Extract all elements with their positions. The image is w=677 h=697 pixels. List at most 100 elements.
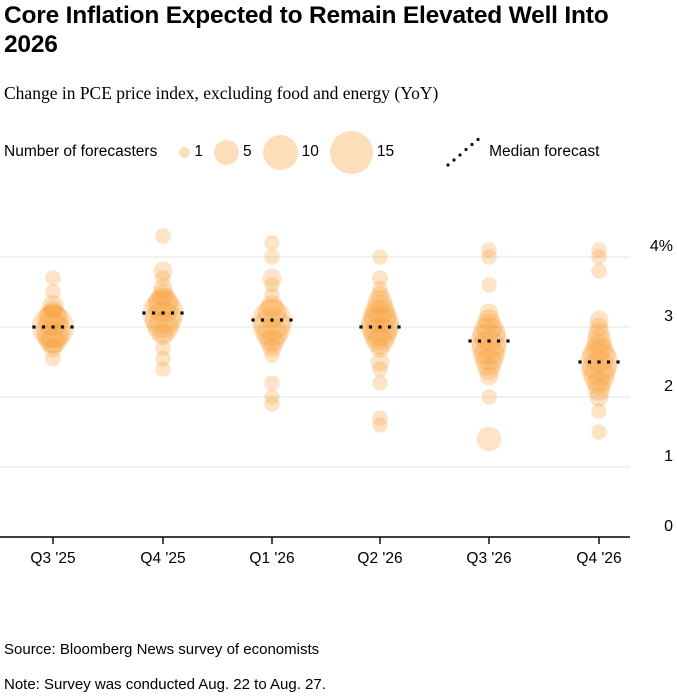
forecast-bubble xyxy=(264,389,280,405)
chart-subtitle: Change in PCE price index, excluding foo… xyxy=(4,83,439,103)
forecast-bubble xyxy=(588,379,610,401)
forecast-bubble xyxy=(43,338,63,358)
forecast-bubble xyxy=(586,370,612,396)
y-axis-label: 4% xyxy=(650,238,673,255)
forecast-bubble xyxy=(262,338,282,358)
forecast-bubble xyxy=(360,304,400,343)
forecast-bubble xyxy=(365,294,395,325)
forecast-bubble xyxy=(481,389,497,405)
legend-size-item: 10 xyxy=(262,134,319,170)
forecast-bubble xyxy=(589,317,609,337)
forecast-bubble xyxy=(45,284,61,300)
median-dot xyxy=(359,325,363,329)
note-line: Note: Survey was conducted Aug. 22 to Au… xyxy=(4,676,326,693)
forecast-bubble xyxy=(372,249,388,265)
median-dot xyxy=(606,360,611,364)
forecast-bubble xyxy=(43,300,63,319)
median-dot xyxy=(51,325,55,329)
forecast-bubble xyxy=(45,270,61,286)
forecast-bubble xyxy=(42,295,64,317)
forecast-bubble xyxy=(147,311,179,343)
legend-size-bubble xyxy=(262,134,298,170)
forecast-bubble xyxy=(372,270,388,286)
median-forecast-icon xyxy=(446,137,480,167)
median-dot xyxy=(279,318,284,322)
forecast-bubble xyxy=(148,287,178,318)
forecast-bubble xyxy=(481,249,497,265)
forecast-bubble xyxy=(264,249,280,265)
forecast-bubble xyxy=(259,328,285,354)
forecast-bubble xyxy=(475,313,503,341)
median-dot xyxy=(251,318,255,322)
median-dot xyxy=(60,325,65,329)
forecast-bubble xyxy=(370,286,390,305)
legend-size-bubble xyxy=(329,130,373,174)
forecast-bubble xyxy=(475,348,503,376)
x-axis-label: Q4 '26 xyxy=(576,550,621,567)
median-dot xyxy=(468,339,472,343)
legend-bubble-sizes: 1 5 10 15 xyxy=(179,130,405,174)
forecast-bubble xyxy=(144,301,182,339)
forecast-bubble xyxy=(589,310,609,330)
forecast-bubble xyxy=(264,277,280,293)
legend-size-number: 10 xyxy=(301,143,319,160)
forecast-bubble xyxy=(153,279,173,298)
forecast-bubble xyxy=(591,263,607,279)
median-dot xyxy=(151,311,156,315)
median-dot xyxy=(170,311,175,315)
median-dot xyxy=(477,339,482,343)
forecast-bubble xyxy=(591,424,607,440)
forecast-bubble xyxy=(476,426,502,452)
forecast-bubble xyxy=(372,410,388,426)
forecast-bubble xyxy=(363,300,397,333)
forecast-bubble xyxy=(591,249,607,265)
forecast-bubble xyxy=(257,298,287,328)
median-dot xyxy=(587,360,592,364)
y-axis-label: 3 xyxy=(664,308,673,325)
legend-size-bubble xyxy=(179,146,191,158)
forecast-bubble xyxy=(372,280,388,297)
forecast-bubble xyxy=(153,261,173,281)
forecast-bubble xyxy=(372,361,388,377)
forecast-bubble xyxy=(591,403,607,419)
median-dot xyxy=(180,311,184,315)
forecast-bubble xyxy=(152,284,174,307)
forecast-bubble xyxy=(261,295,283,317)
legend-size-item: 15 xyxy=(329,130,394,174)
forecast-bubble xyxy=(37,321,69,354)
legend-size-item: 1 xyxy=(179,143,203,161)
legend-size-item: 5 xyxy=(213,139,252,165)
chart-legend: Number of forecasters 1 5 10 15 Median fore… xyxy=(4,126,674,178)
forecast-bubble xyxy=(262,268,282,288)
forecast-bubble xyxy=(155,270,171,286)
forecast-bubble xyxy=(585,334,613,362)
median-dot xyxy=(270,318,274,322)
forecast-bubble xyxy=(264,235,280,251)
legend-median-entry: Median forecast xyxy=(445,136,599,168)
forecast-bubble xyxy=(481,242,497,258)
source-line: Source: Bloomberg News survey of economi… xyxy=(4,641,320,658)
median-dot xyxy=(578,360,582,364)
forecast-bubble xyxy=(256,318,288,350)
median-dot xyxy=(32,325,36,329)
forecast-bubble xyxy=(264,347,280,363)
forecast-bubble xyxy=(479,366,499,386)
median-dot xyxy=(70,325,74,329)
forecast-bubble xyxy=(252,307,292,347)
y-axis-label: 2 xyxy=(664,378,673,395)
y-axis-label: 0 xyxy=(664,518,673,535)
forecast-bubble xyxy=(586,328,612,354)
forecast-bubble xyxy=(591,242,607,258)
forecast-bubble xyxy=(583,360,615,392)
forecast-bubble xyxy=(264,396,280,412)
forecast-bubble xyxy=(45,350,61,367)
legend-size-number: 5 xyxy=(242,143,252,160)
forecast-bubble xyxy=(155,350,171,367)
forecast-bubble xyxy=(478,309,500,331)
forecast-bubble xyxy=(35,313,71,348)
median-dot xyxy=(142,311,146,315)
legend-median-label: Median forecast xyxy=(489,143,600,160)
forecast-bubble xyxy=(40,328,66,354)
page-title: Core Inflation Expected to Remain Elevat… xyxy=(4,2,609,58)
